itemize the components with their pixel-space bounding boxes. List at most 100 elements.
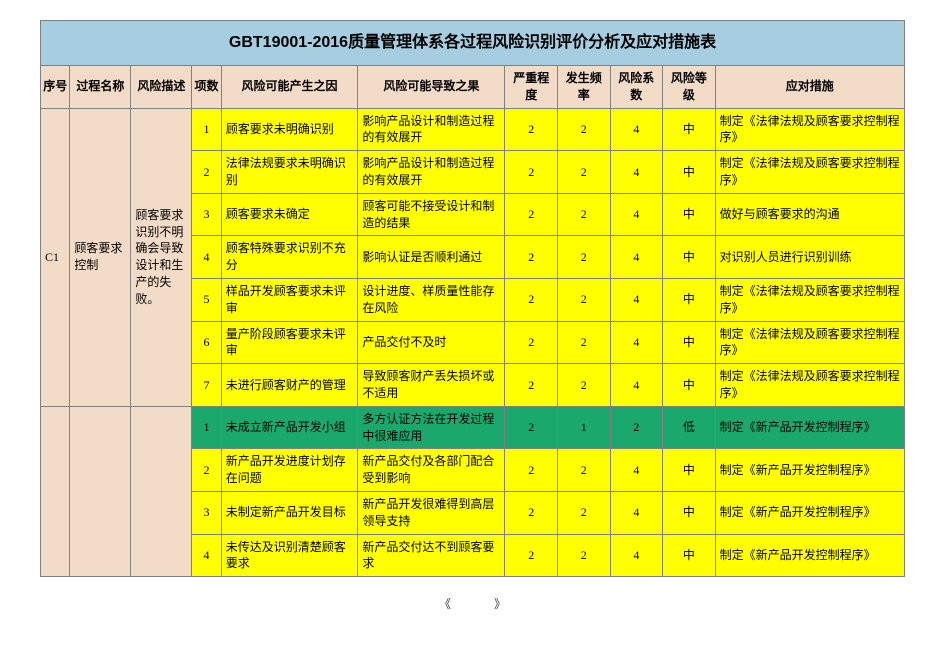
effect-cell: 影响产品设计和制造过程的有效展开 [358, 108, 505, 151]
item-cell: 4 [192, 534, 221, 577]
col-effect: 风险可能导致之果 [358, 66, 505, 109]
cause-cell: 样品开发顾客要求未评审 [221, 278, 358, 321]
freq-cell: 2 [558, 278, 611, 321]
pager: 《 》 [40, 595, 905, 612]
effect-cell: 导致顾客财产丢失损坏或不适用 [358, 364, 505, 407]
item-cell: 3 [192, 193, 221, 236]
action-cell: 制定《法律法规及顾客要求控制程序》 [715, 108, 904, 151]
severity-cell: 2 [505, 364, 558, 407]
desc-cell: 顾客要求识别不明确会导致设计和生产的失败。 [131, 108, 192, 406]
level-cell: 中 [663, 278, 716, 321]
item-cell: 1 [192, 406, 221, 449]
cause-cell: 法律法规要求未明确识别 [221, 151, 358, 194]
col-level: 风险等级 [663, 66, 716, 109]
seq-cell: C1 [41, 108, 70, 406]
item-cell: 2 [192, 151, 221, 194]
freq-cell: 2 [558, 193, 611, 236]
cause-cell: 未传达及识别清楚顾客要求 [221, 534, 358, 577]
level-cell: 中 [663, 151, 716, 194]
coef-cell: 4 [610, 278, 663, 321]
freq-cell: 1 [558, 406, 611, 449]
col-freq: 发生频率 [558, 66, 611, 109]
coef-cell: 4 [610, 108, 663, 151]
effect-cell: 顾客可能不接受设计和制造的结果 [358, 193, 505, 236]
level-cell: 中 [663, 491, 716, 534]
freq-cell: 2 [558, 321, 611, 364]
effect-cell: 新产品交付达不到顾客要求 [358, 534, 505, 577]
coef-cell: 4 [610, 151, 663, 194]
coef-cell: 4 [610, 449, 663, 492]
table-body: C1顾客要求控制顾客要求识别不明确会导致设计和生产的失败。1顾客要求未明确识别影… [41, 108, 905, 577]
item-cell: 2 [192, 449, 221, 492]
process-cell [70, 406, 131, 576]
col-seq: 序号 [41, 66, 70, 109]
cause-cell: 量产阶段顾客要求未评审 [221, 321, 358, 364]
col-coef: 风险系数 [610, 66, 663, 109]
action-cell: 做好与顾客要求的沟通 [715, 193, 904, 236]
severity-cell: 2 [505, 449, 558, 492]
severity-cell: 2 [505, 151, 558, 194]
effect-cell: 影响认证是否顺利通过 [358, 236, 505, 279]
item-cell: 6 [192, 321, 221, 364]
action-cell: 制定《新产品开发控制程序》 [715, 534, 904, 577]
col-process: 过程名称 [70, 66, 131, 109]
cause-cell: 新产品开发进度计划存在问题 [221, 449, 358, 492]
freq-cell: 2 [558, 364, 611, 407]
severity-cell: 2 [505, 236, 558, 279]
freq-cell: 2 [558, 108, 611, 151]
risk-table: GBT19001-2016质量管理体系各过程风险识别评价分析及应对措施表 序号 … [40, 20, 905, 577]
freq-cell: 2 [558, 534, 611, 577]
freq-cell: 2 [558, 449, 611, 492]
item-cell: 7 [192, 364, 221, 407]
effect-cell: 新产品交付及各部门配合受到影响 [358, 449, 505, 492]
level-cell: 中 [663, 321, 716, 364]
desc-cell [131, 406, 192, 576]
severity-cell: 2 [505, 534, 558, 577]
level-cell: 中 [663, 236, 716, 279]
cause-cell: 顾客要求未明确识别 [221, 108, 358, 151]
severity-cell: 2 [505, 406, 558, 449]
process-cell: 顾客要求控制 [70, 108, 131, 406]
effect-cell: 设计进度、样质量性能存在风险 [358, 278, 505, 321]
item-cell: 1 [192, 108, 221, 151]
col-desc: 风险描述 [131, 66, 192, 109]
table-row: C1顾客要求控制顾客要求识别不明确会导致设计和生产的失败。1顾客要求未明确识别影… [41, 108, 905, 151]
coef-cell: 4 [610, 236, 663, 279]
action-cell: 制定《新产品开发控制程序》 [715, 406, 904, 449]
effect-cell: 影响产品设计和制造过程的有效展开 [358, 151, 505, 194]
level-cell: 中 [663, 449, 716, 492]
level-cell: 低 [663, 406, 716, 449]
pager-prev[interactable]: 《 [439, 597, 451, 611]
coef-cell: 2 [610, 406, 663, 449]
level-cell: 中 [663, 193, 716, 236]
item-cell: 3 [192, 491, 221, 534]
action-cell: 制定《新产品开发控制程序》 [715, 449, 904, 492]
cause-cell: 未成立新产品开发小组 [221, 406, 358, 449]
cause-cell: 未制定新产品开发目标 [221, 491, 358, 534]
col-cause: 风险可能产生之因 [221, 66, 358, 109]
table-title: GBT19001-2016质量管理体系各过程风险识别评价分析及应对措施表 [41, 21, 905, 66]
action-cell: 制定《新产品开发控制程序》 [715, 491, 904, 534]
freq-cell: 2 [558, 236, 611, 279]
cause-cell: 未进行顾客财产的管理 [221, 364, 358, 407]
col-item: 项数 [192, 66, 221, 109]
pager-next[interactable]: 》 [494, 597, 506, 611]
effect-cell: 多方认证方法在开发过程中很难应用 [358, 406, 505, 449]
severity-cell: 2 [505, 321, 558, 364]
cause-cell: 顾客要求未确定 [221, 193, 358, 236]
effect-cell: 产品交付不及时 [358, 321, 505, 364]
severity-cell: 2 [505, 278, 558, 321]
coef-cell: 4 [610, 321, 663, 364]
action-cell: 制定《法律法规及顾客要求控制程序》 [715, 278, 904, 321]
level-cell: 中 [663, 108, 716, 151]
coef-cell: 4 [610, 491, 663, 534]
action-cell: 制定《法律法规及顾客要求控制程序》 [715, 151, 904, 194]
coef-cell: 4 [610, 364, 663, 407]
col-action: 应对措施 [715, 66, 904, 109]
freq-cell: 2 [558, 491, 611, 534]
header-row: 序号 过程名称 风险描述 项数 风险可能产生之因 风险可能导致之果 严重程度 发… [41, 66, 905, 109]
action-cell: 对识别人员进行识别训练 [715, 236, 904, 279]
level-cell: 中 [663, 534, 716, 577]
effect-cell: 新产品开发很难得到高层领导支持 [358, 491, 505, 534]
severity-cell: 2 [505, 193, 558, 236]
